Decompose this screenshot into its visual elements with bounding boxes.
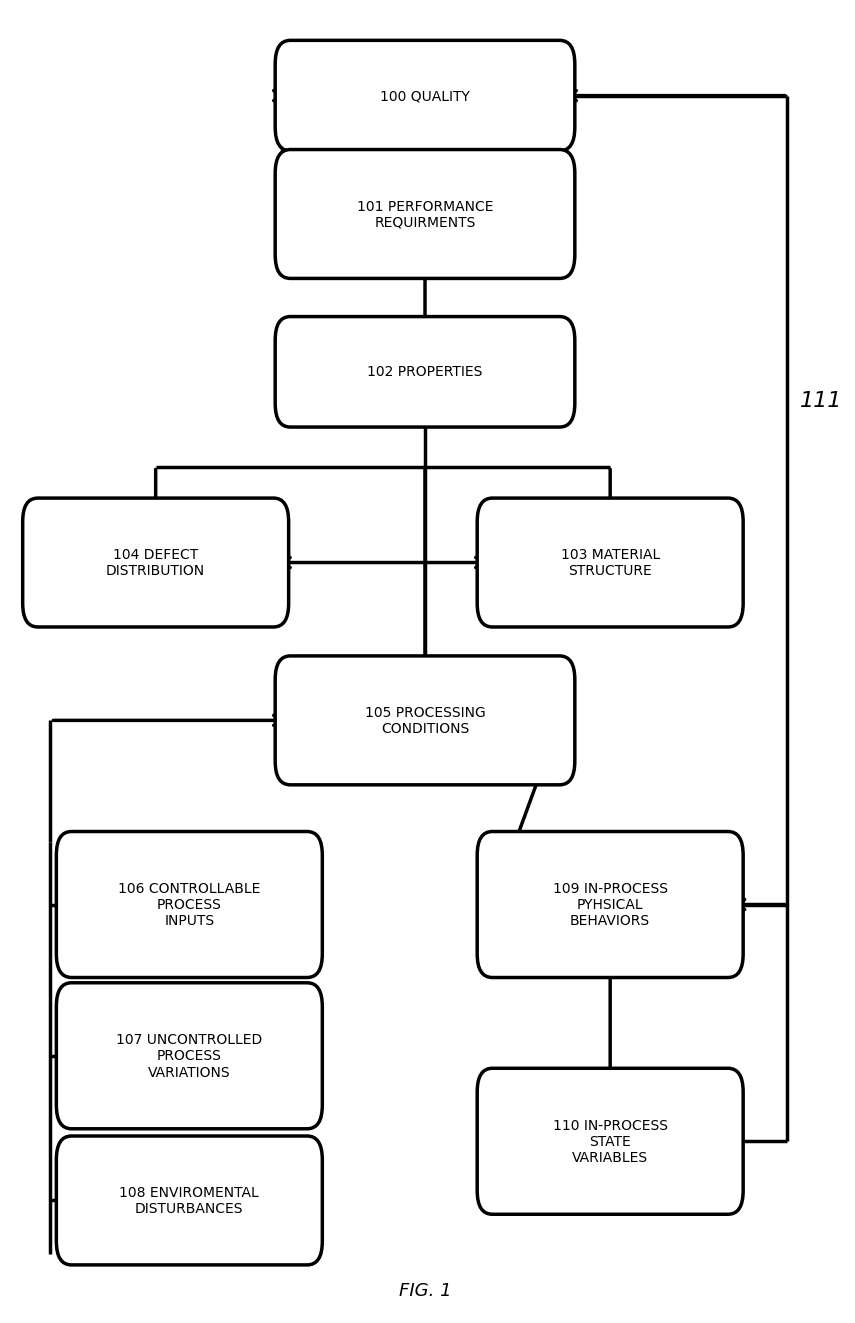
- FancyBboxPatch shape: [275, 318, 575, 427]
- FancyBboxPatch shape: [56, 983, 322, 1129]
- FancyBboxPatch shape: [275, 41, 575, 151]
- Text: 109 IN-PROCESS
PYHSICAL
BEHAVIORS: 109 IN-PROCESS PYHSICAL BEHAVIORS: [552, 881, 667, 927]
- FancyBboxPatch shape: [477, 499, 742, 627]
- FancyBboxPatch shape: [275, 149, 575, 279]
- FancyBboxPatch shape: [275, 656, 575, 785]
- Text: 101 PERFORMANCE
REQUIRMENTS: 101 PERFORMANCE REQUIRMENTS: [357, 200, 492, 230]
- Text: FIG. 1: FIG. 1: [398, 1281, 451, 1299]
- Text: 108 ENVIROMENTAL
DISTURBANCES: 108 ENVIROMENTAL DISTURBANCES: [120, 1185, 259, 1216]
- FancyBboxPatch shape: [23, 499, 288, 627]
- Text: 103 MATERIAL
STRUCTURE: 103 MATERIAL STRUCTURE: [560, 548, 659, 578]
- Text: 106 CONTROLLABLE
PROCESS
INPUTS: 106 CONTROLLABLE PROCESS INPUTS: [118, 881, 260, 927]
- FancyBboxPatch shape: [477, 1069, 742, 1215]
- FancyBboxPatch shape: [56, 1136, 322, 1265]
- FancyBboxPatch shape: [56, 832, 322, 978]
- Text: 107 UNCONTROLLED
PROCESS
VARIATIONS: 107 UNCONTROLLED PROCESS VARIATIONS: [116, 1033, 262, 1080]
- FancyBboxPatch shape: [477, 832, 742, 978]
- Text: 100 QUALITY: 100 QUALITY: [380, 89, 469, 103]
- Text: 104 DEFECT
DISTRIBUTION: 104 DEFECT DISTRIBUTION: [106, 548, 205, 578]
- Text: 111: 111: [799, 392, 841, 411]
- Text: 105 PROCESSING
CONDITIONS: 105 PROCESSING CONDITIONS: [364, 705, 485, 736]
- Text: 102 PROPERTIES: 102 PROPERTIES: [367, 365, 482, 380]
- Text: 110 IN-PROCESS
STATE
VARIABLES: 110 IN-PROCESS STATE VARIABLES: [552, 1118, 667, 1164]
